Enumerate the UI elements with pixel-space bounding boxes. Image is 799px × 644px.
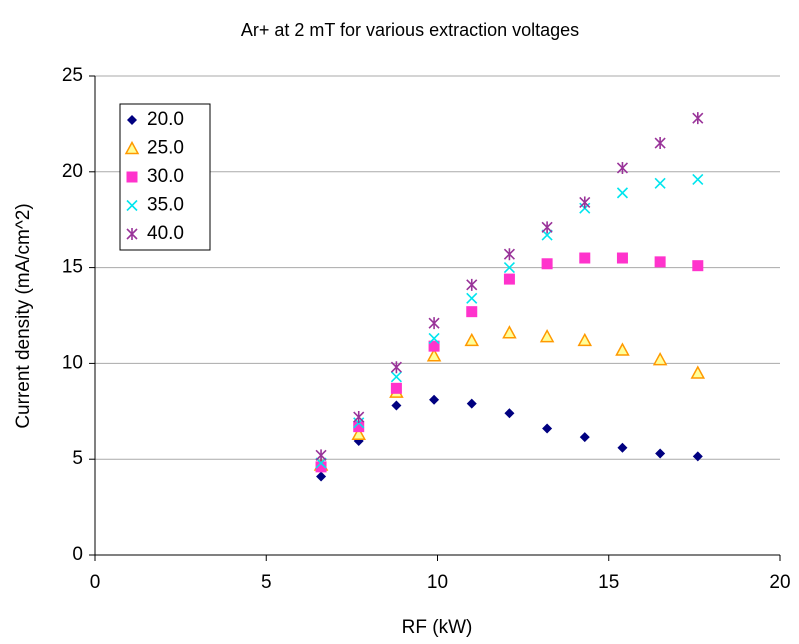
marker <box>390 371 402 383</box>
marker <box>541 258 553 270</box>
marker <box>654 256 666 268</box>
marker <box>428 332 440 345</box>
y-tick-label: 20 <box>62 161 83 182</box>
marker <box>353 421 365 433</box>
marker <box>579 252 591 264</box>
marker <box>541 221 553 234</box>
y-tick-label: 10 <box>62 352 83 373</box>
x-tick-label: 5 <box>261 572 272 593</box>
legend-label: 35.0 <box>147 195 184 216</box>
marker <box>315 449 327 462</box>
marker <box>466 306 478 318</box>
marker <box>579 432 590 443</box>
marker <box>351 426 366 441</box>
marker <box>577 332 593 347</box>
marker <box>616 252 628 264</box>
marker <box>429 394 440 405</box>
marker <box>579 196 591 209</box>
legend-label: 20.0 <box>147 109 184 130</box>
marker <box>391 400 402 411</box>
marker <box>390 382 402 394</box>
marker <box>428 340 440 352</box>
marker <box>126 199 138 212</box>
marker <box>464 332 480 347</box>
marker <box>502 325 517 339</box>
marker <box>692 112 704 125</box>
marker <box>353 411 365 424</box>
y-axis-label: Current density (mA/cm^2) <box>13 203 34 428</box>
y-tick-label: 25 <box>62 65 83 86</box>
marker <box>316 471 327 482</box>
marker <box>127 115 137 125</box>
marker <box>654 177 666 189</box>
marker <box>503 248 515 261</box>
y-tick-label: 5 <box>72 448 83 469</box>
legend-label: 30.0 <box>147 166 184 187</box>
x-tick-label: 10 <box>427 572 448 593</box>
y-tick-label: 15 <box>62 257 83 278</box>
marker <box>466 278 478 291</box>
marker <box>539 329 555 343</box>
marker <box>126 228 138 240</box>
marker <box>692 260 704 272</box>
marker <box>690 365 706 379</box>
marker <box>692 451 703 462</box>
x-tick-label: 15 <box>598 572 619 593</box>
marker <box>504 408 515 419</box>
marker <box>542 423 553 434</box>
legend-label: 40.0 <box>147 223 184 244</box>
marker <box>652 352 668 366</box>
chart-title: Ar+ at 2 mT for various extraction volta… <box>241 20 579 40</box>
marker <box>124 140 140 155</box>
x-axis-label: RF (kW) <box>402 617 473 638</box>
x-tick-label: 0 <box>90 572 101 593</box>
marker <box>654 137 666 150</box>
marker <box>466 292 478 304</box>
marker <box>390 361 402 374</box>
legend-label: 25.0 <box>147 138 184 159</box>
marker <box>126 171 138 183</box>
marker <box>426 348 442 362</box>
marker <box>692 173 704 186</box>
y-tick-label: 0 <box>72 544 83 565</box>
marker <box>617 442 628 453</box>
marker <box>655 448 666 459</box>
marker <box>503 273 515 285</box>
marker <box>428 317 440 330</box>
marker <box>466 398 477 409</box>
marker <box>616 187 629 199</box>
marker <box>616 161 629 174</box>
marker <box>315 461 327 473</box>
marker <box>615 342 630 356</box>
x-tick-label: 20 <box>769 572 790 593</box>
marker <box>503 262 515 274</box>
